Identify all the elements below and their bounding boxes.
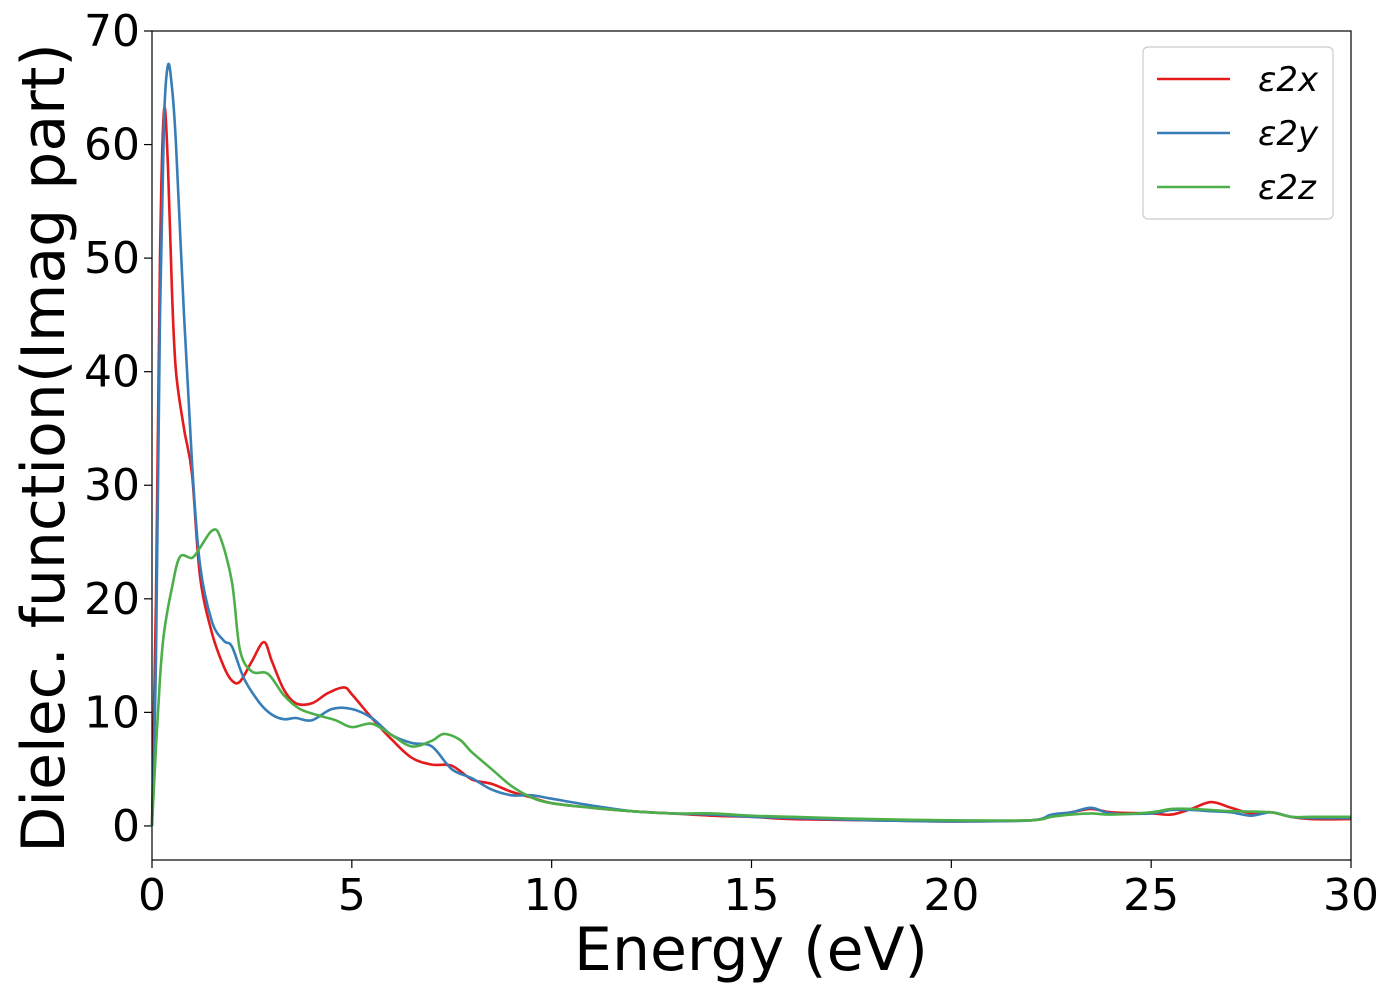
x-tick-label: 25	[1123, 870, 1179, 921]
x-tick-label: 5	[338, 870, 366, 921]
plot-area	[150, 62, 1352, 826]
y-tick-label: 10	[84, 687, 140, 738]
series-line-3	[150, 528, 1351, 826]
x-tick-label: 10	[524, 870, 580, 921]
x-tick-label: 15	[724, 870, 780, 921]
y-tick-label: 30	[84, 460, 140, 511]
x-tick-label: 20	[923, 870, 979, 921]
plot-frame	[151, 30, 1352, 861]
y-tick-label: 60	[84, 120, 140, 171]
legend-label-3: ε2z	[1258, 168, 1317, 208]
x-tick-label: 30	[1323, 870, 1379, 921]
legend: ε2x ε2y ε2z	[1142, 46, 1334, 220]
x-axis-title: Energy (eV)	[574, 915, 928, 985]
y-tick-label: 0	[112, 801, 140, 852]
y-tick-label: 40	[84, 347, 140, 398]
y-tick-label: 20	[84, 574, 140, 625]
y-tick-label: 50	[84, 233, 140, 284]
x-tick-label: 0	[138, 870, 166, 921]
ticks-layer: 0 5 10 15 20 25 30 0 10 20 30 40 50 60 70	[84, 6, 1379, 921]
y-axis-title: Dielec. function(Imag part)	[9, 43, 79, 853]
legend-label-1: ε2x	[1258, 60, 1319, 100]
legend-label-2: ε2y	[1258, 114, 1319, 154]
y-tick-label: 70	[84, 6, 140, 57]
legend-box	[1142, 46, 1334, 220]
